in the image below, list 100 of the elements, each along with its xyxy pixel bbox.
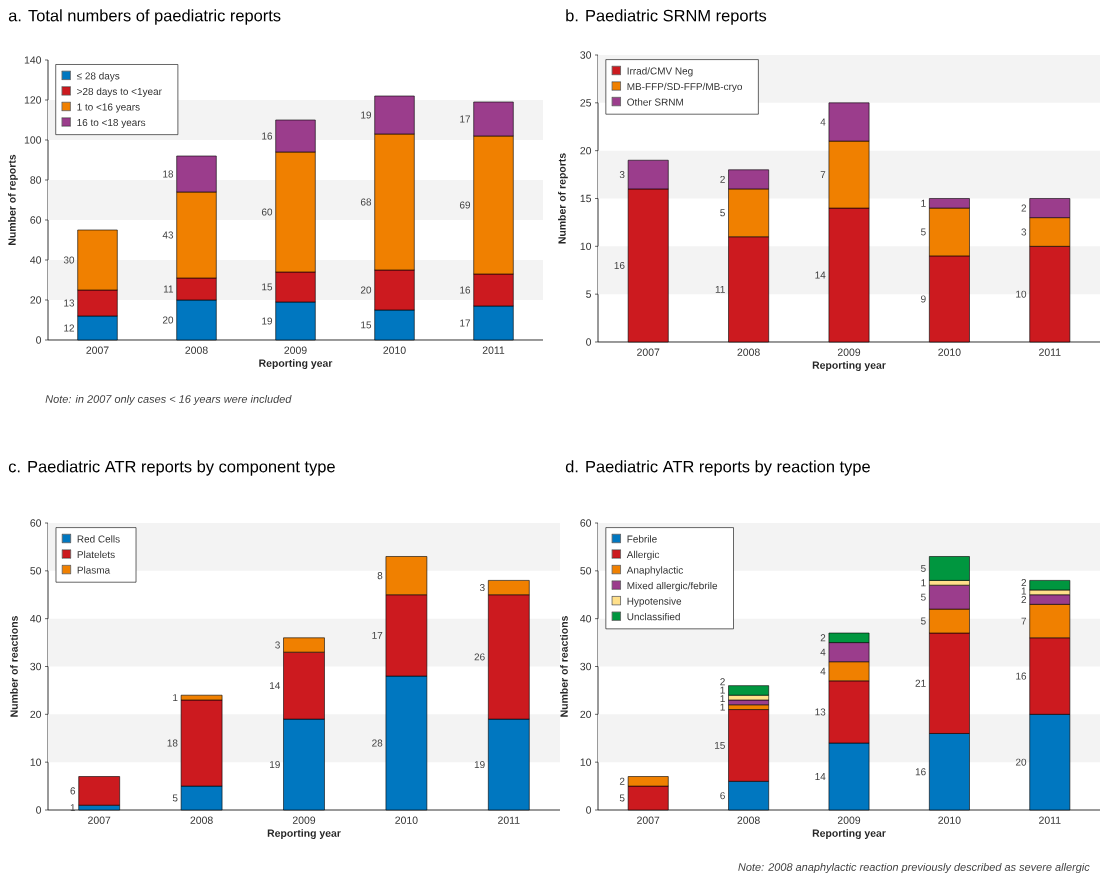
y-tick-label: 40 <box>30 256 42 264</box>
x-tick-label: 2010 <box>938 348 961 356</box>
y-tick-label: 30 <box>580 662 592 671</box>
data-label: 13 <box>64 299 75 307</box>
data-label: 1 <box>720 686 725 694</box>
legend-label: Irrad/CMV Neg <box>627 67 693 77</box>
data-label: 10 <box>1016 290 1027 298</box>
y-tick-label: 140 <box>24 56 42 64</box>
x-tick-label: 2011 <box>498 816 520 824</box>
data-label: 11 <box>163 285 174 293</box>
legend-label: Platelets <box>77 550 115 559</box>
x-tick-label: 2008 <box>185 346 208 354</box>
data-label: 2 <box>720 175 725 183</box>
data-label: 2 <box>619 777 625 785</box>
y-tick-label: 10 <box>580 758 592 766</box>
y-tick-label: 20 <box>580 146 592 155</box>
data-label: 12 <box>64 324 75 332</box>
data-label: 14 <box>270 682 281 690</box>
bar <box>1029 580 1071 591</box>
data-label: 28 <box>372 739 383 747</box>
y-tick-label: 15 <box>580 194 592 203</box>
x-tick-label: 2010 <box>938 816 961 824</box>
data-label: 1 <box>173 694 178 702</box>
data-label: 8 <box>377 572 383 580</box>
x-axis-title: Reporting year <box>812 829 886 839</box>
x-tick-label: 2009 <box>837 816 861 824</box>
data-label: 19 <box>262 317 273 325</box>
x-tick-label: 2010 <box>383 346 406 354</box>
x-tick-label: 2007 <box>88 816 111 824</box>
legend-label: Allergic <box>626 550 660 561</box>
data-label: 7 <box>820 171 826 178</box>
data-label: 2 <box>1021 204 1027 212</box>
data-label: 43 <box>162 231 174 239</box>
y-tick-label: 60 <box>580 519 592 527</box>
legend-label: 16 to <18 years <box>77 119 146 129</box>
data-label: 60 <box>261 208 273 216</box>
data-label: 3 <box>619 171 625 179</box>
data-label: 17 <box>372 631 383 639</box>
y-tick-label: 80 <box>30 176 42 184</box>
data-label: 68 <box>360 198 372 206</box>
data-label: 14 <box>815 271 826 279</box>
y-tick-label: 50 <box>30 567 42 575</box>
y-tick-label: 20 <box>580 710 592 719</box>
legend-label: Anaphylactic <box>626 566 683 576</box>
y-tick-label: 40 <box>580 614 592 623</box>
data-label: 9 <box>921 295 926 303</box>
data-label: 7 <box>1021 617 1027 625</box>
data-label: 6 <box>70 787 76 795</box>
x-tick-label: 2011 <box>1039 348 1061 356</box>
data-label: 3 <box>275 641 280 649</box>
x-tick-label: 2008 <box>737 816 760 824</box>
y-axis-title: Number of reports <box>558 153 568 244</box>
data-label: 5 <box>921 228 926 236</box>
data-label: 16 <box>614 261 625 269</box>
data-label: 1 <box>921 579 926 587</box>
data-label: 5 <box>921 617 926 625</box>
data-label: 3 <box>479 584 485 592</box>
x-tick-label: 2007 <box>637 816 660 824</box>
data-label: 17 <box>460 115 471 123</box>
y-tick-label: 120 <box>24 96 42 104</box>
data-label: 1 <box>1021 587 1027 595</box>
data-label: 20 <box>360 286 372 294</box>
data-label: 15 <box>715 741 725 749</box>
data-label: 5 <box>921 564 926 572</box>
y-tick-label: 0 <box>36 336 42 344</box>
data-label: 5 <box>172 794 178 802</box>
y-tick-label: 5 <box>586 290 592 298</box>
x-tick-label: 2009 <box>837 348 861 356</box>
chart-title: d. Paediatric ATR reports by reaction type <box>565 460 870 476</box>
chart-title: a. Total numbers of paediatric reports <box>8 9 281 25</box>
data-label: 1 <box>70 804 76 812</box>
x-tick-label: 2008 <box>737 348 760 356</box>
data-label: 3 <box>1021 228 1027 236</box>
data-label: 4 <box>820 118 826 126</box>
legend-label: ≤ 28 days <box>76 72 120 82</box>
y-tick-label: 60 <box>30 216 42 224</box>
data-label: 13 <box>815 708 826 716</box>
legend-label: Hypotensive <box>627 597 682 607</box>
data-label: 18 <box>167 739 178 747</box>
data-label: 2 <box>1021 579 1027 587</box>
y-tick-label: 100 <box>24 136 42 144</box>
y-axis-title: Number of reactions <box>560 616 568 717</box>
y-axis-title: Number of reactions <box>10 616 18 717</box>
y-tick-label: 20 <box>30 710 42 719</box>
y-tick-label: 0 <box>36 806 42 814</box>
data-label: 2 <box>720 678 725 686</box>
chart-title: b. Paediatric SRNM reports <box>566 9 767 25</box>
x-tick-label: 2007 <box>86 346 109 354</box>
legend-label: 1 to <16 years <box>77 103 140 113</box>
data-label: 2 <box>1021 596 1027 604</box>
text: Note: in 2007 only cases < 16 years were included <box>45 394 292 406</box>
legend-label: MB-FFP/SD-FFP/MB-cryo <box>627 82 743 93</box>
x-tick-label: 2010 <box>395 816 418 824</box>
data-label: 4 <box>820 667 826 675</box>
x-tick-label: 2009 <box>292 816 316 824</box>
data-label: 5 <box>619 794 625 802</box>
data-label: 20 <box>162 316 174 324</box>
data-label: 18 <box>163 170 174 178</box>
data-label: 16 <box>262 132 273 140</box>
data-label: 15 <box>262 283 273 291</box>
